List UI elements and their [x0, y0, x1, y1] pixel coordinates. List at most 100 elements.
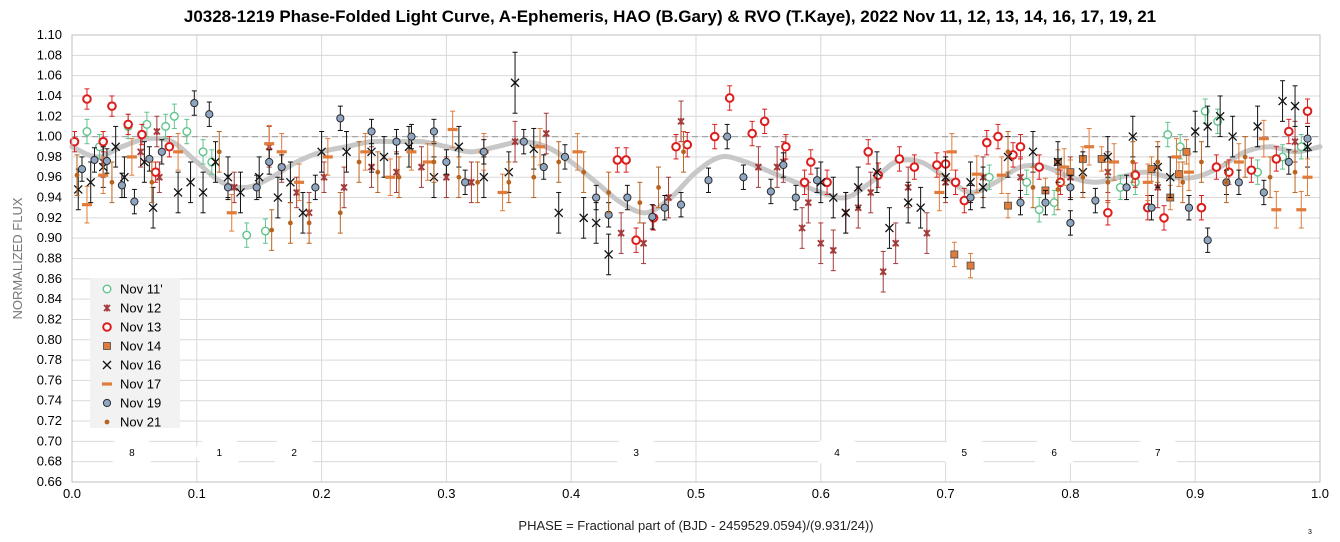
data-point [872, 167, 882, 177]
data-point [406, 150, 417, 154]
x-tick-label: 1.0 [1311, 486, 1329, 501]
y-tick-label: 0.82 [37, 311, 62, 326]
x-tick-label: 0.0 [63, 486, 81, 501]
data-point [934, 190, 945, 195]
data-point [456, 174, 462, 180]
data-point [1278, 96, 1288, 106]
data-point [1163, 130, 1173, 140]
data-point [560, 152, 570, 162]
y-tick-label: 0.86 [37, 271, 62, 286]
data-point [1183, 170, 1194, 174]
y-tick-label: 0.92 [37, 210, 62, 225]
data-point [1066, 218, 1075, 228]
data-point [1066, 183, 1075, 192]
legend-label: Nov 14 [120, 339, 161, 354]
legend-label: Nov 11' [120, 282, 163, 297]
y-tick-label: 1.04 [37, 88, 62, 103]
legend-marker [102, 398, 112, 408]
legend-item: Nov 12 [103, 301, 161, 316]
data-point [1105, 179, 1111, 185]
data-point [1196, 202, 1207, 213]
data-point [1213, 116, 1223, 126]
legend-marker [102, 322, 112, 332]
data-point [1015, 141, 1026, 152]
data-point [311, 183, 320, 192]
data-point [704, 176, 713, 185]
data-point [724, 93, 735, 103]
data-point [723, 132, 732, 141]
data-point [260, 226, 270, 236]
data-point [190, 98, 199, 108]
data-point [447, 127, 458, 132]
data-point [806, 157, 816, 167]
data-point [360, 150, 371, 154]
data-point [867, 188, 875, 197]
data-point [252, 183, 261, 192]
data-point [306, 220, 312, 226]
data-point [660, 203, 669, 212]
data-point [1034, 205, 1044, 215]
data-point [230, 183, 238, 192]
data-point [971, 172, 982, 176]
data-point [337, 210, 343, 216]
data-point [1030, 184, 1036, 190]
data-point [1203, 236, 1212, 245]
segment-label-bg [1133, 440, 1182, 464]
chart-title: J0328-1219 Phase-Folded Light Curve, A-E… [184, 7, 1156, 26]
data-point [879, 268, 887, 276]
data-point [109, 179, 115, 185]
y-tick-label: 0.96 [37, 169, 62, 184]
data-point [1080, 174, 1086, 180]
data-point [604, 249, 614, 259]
x-tick-label: 0.8 [1061, 486, 1079, 501]
data-point [336, 114, 345, 123]
data-point [519, 137, 528, 146]
data-point [81, 203, 92, 207]
data-point [467, 178, 475, 186]
data-point [407, 132, 416, 141]
data-point [198, 147, 208, 157]
data-point [773, 163, 781, 171]
data-point [1259, 188, 1268, 197]
data-point [1234, 178, 1243, 187]
data-point [1147, 203, 1156, 212]
data-point [182, 127, 192, 137]
segment-label-bg [612, 440, 661, 464]
data-point [294, 180, 305, 184]
legend-label: Nov 16 [120, 358, 161, 373]
x-tick-label: 0.6 [812, 486, 830, 501]
data-point [1182, 147, 1191, 156]
data-point [149, 179, 155, 185]
data-point [1041, 198, 1050, 207]
data-point [510, 78, 520, 88]
data-point [169, 111, 179, 121]
series-nov-17 [81, 110, 1313, 232]
data-point [592, 193, 601, 202]
data-point [90, 155, 99, 165]
x-tick-label: 0.7 [937, 486, 955, 501]
data-point [379, 152, 389, 162]
data-point [606, 190, 612, 195]
data-point [1292, 169, 1298, 175]
data-point [779, 160, 788, 170]
segment-label: 1 [216, 448, 222, 459]
x-tick-label: 0.1 [188, 486, 206, 501]
data-point [841, 208, 851, 218]
y-tick-label: 1.10 [37, 27, 62, 42]
data-point [130, 197, 139, 206]
x-tick-label: 0.4 [562, 486, 580, 501]
data-point [69, 136, 80, 147]
data-point [709, 131, 720, 142]
y-tick-label: 1.08 [37, 47, 62, 62]
data-point [884, 223, 894, 233]
data-point [1199, 159, 1204, 165]
y-tick-label: 0.68 [37, 454, 62, 469]
segment-label-bg [940, 440, 989, 464]
y-tick-label: 0.98 [37, 149, 62, 164]
data-point [817, 239, 825, 247]
data-point [454, 142, 464, 152]
data-point [909, 162, 920, 172]
corner-note: 3 [1308, 529, 1312, 536]
data-point [531, 174, 537, 180]
data-point [676, 200, 686, 209]
